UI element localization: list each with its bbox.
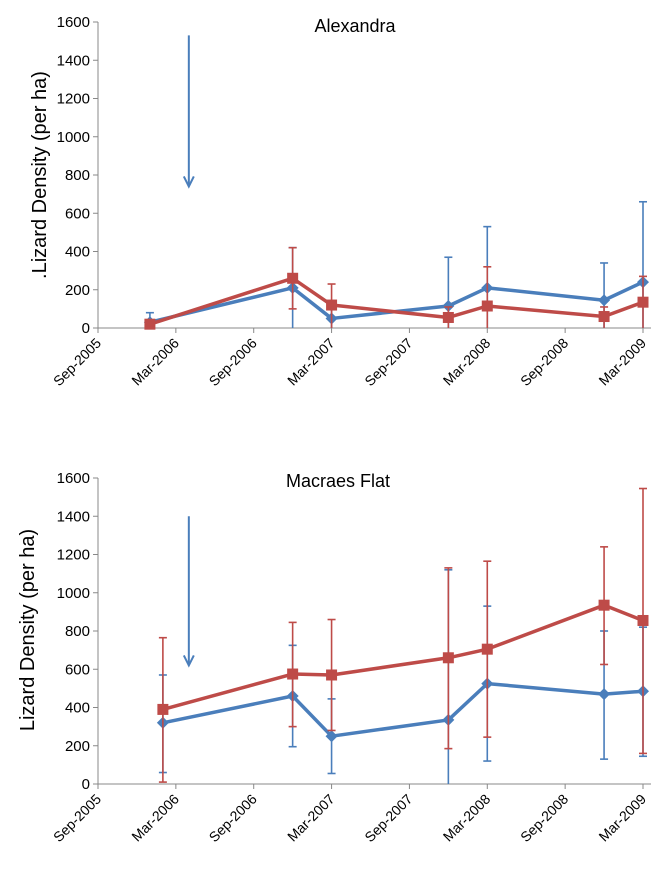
x-tick-label: Sep-2005 bbox=[50, 335, 104, 389]
x-tick-label: Mar-2008 bbox=[440, 335, 494, 389]
data-point bbox=[144, 318, 156, 330]
data-point bbox=[326, 299, 338, 311]
y-tick-label: 1600 bbox=[57, 470, 90, 487]
y-tick-label: 1000 bbox=[57, 129, 90, 146]
macraes-flat-chart-panel: Macraes Flat Lizard Density (per ha) 0 20… bbox=[17, 470, 651, 845]
chart-title: Macraes Flat bbox=[286, 471, 390, 491]
series-line bbox=[149, 276, 644, 326]
alexandra-chart-panel: Alexandra .Lizard Density (per ha) 0 200 4… bbox=[29, 14, 651, 389]
x-tick-label: Mar-2009 bbox=[595, 335, 649, 389]
arrow-head bbox=[182, 176, 195, 189]
x-tick-label: Sep-2007 bbox=[361, 335, 415, 389]
y-tick-label: 200 bbox=[65, 738, 90, 755]
x-tick-label: Sep-2006 bbox=[206, 791, 260, 845]
data-point bbox=[325, 730, 338, 743]
x-tick-label: Mar-2007 bbox=[284, 791, 338, 845]
y-tick-label: 0 bbox=[82, 320, 90, 337]
x-tick-label: Sep-2008 bbox=[517, 791, 571, 845]
y-tick-label: 0 bbox=[82, 776, 90, 793]
data-point bbox=[287, 272, 299, 284]
y-tick-label: 1400 bbox=[57, 508, 90, 525]
y-tick-label: 1200 bbox=[57, 91, 90, 108]
y-tick-label: 1200 bbox=[57, 547, 90, 564]
data-point bbox=[481, 300, 493, 312]
x-tick-label: Mar-2008 bbox=[440, 791, 494, 845]
data-point bbox=[637, 614, 649, 626]
y-tick-label: 400 bbox=[65, 244, 90, 261]
error-bar bbox=[483, 265, 492, 328]
y-axis-label: Lizard Density (per ha) bbox=[17, 529, 39, 731]
data-point bbox=[442, 311, 454, 323]
data-point bbox=[442, 300, 455, 313]
x-tick-label: Sep-2005 bbox=[50, 791, 104, 845]
x-tick-label: Sep-2008 bbox=[517, 335, 571, 389]
x-tick-label: Mar-2007 bbox=[284, 335, 338, 389]
x-tick-label: Sep-2007 bbox=[361, 791, 415, 845]
x-tick-label: Mar-2009 bbox=[595, 791, 649, 845]
chart-title: Alexandra bbox=[314, 16, 396, 36]
x-tick-label: Mar-2006 bbox=[128, 335, 182, 389]
data-point bbox=[598, 688, 611, 701]
data-point bbox=[287, 668, 299, 680]
data-point bbox=[637, 296, 649, 308]
y-tick-label: 800 bbox=[65, 167, 90, 184]
data-point bbox=[598, 311, 610, 323]
x-tick-label: Mar-2006 bbox=[128, 791, 182, 845]
y-tick-label: 1400 bbox=[57, 52, 90, 69]
y-tick-label: 400 bbox=[65, 700, 90, 717]
y-tick-label: 600 bbox=[65, 205, 90, 222]
data-point bbox=[598, 599, 610, 611]
data-point bbox=[326, 669, 338, 681]
series-line bbox=[162, 603, 644, 712]
y-tick-label: 1000 bbox=[57, 585, 90, 602]
data-point bbox=[481, 643, 493, 655]
y-tick-label: 600 bbox=[65, 661, 90, 678]
y-tick-label: 1600 bbox=[57, 14, 90, 31]
data-point bbox=[598, 294, 611, 307]
data-point bbox=[442, 652, 454, 664]
y-tick-label: 200 bbox=[65, 282, 90, 299]
x-tick-label: Sep-2006 bbox=[206, 335, 260, 389]
y-tick-label: 800 bbox=[65, 623, 90, 640]
data-point bbox=[157, 703, 169, 715]
arrow-head bbox=[182, 654, 195, 668]
y-axis-label: .Lizard Density (per ha) bbox=[29, 71, 51, 279]
